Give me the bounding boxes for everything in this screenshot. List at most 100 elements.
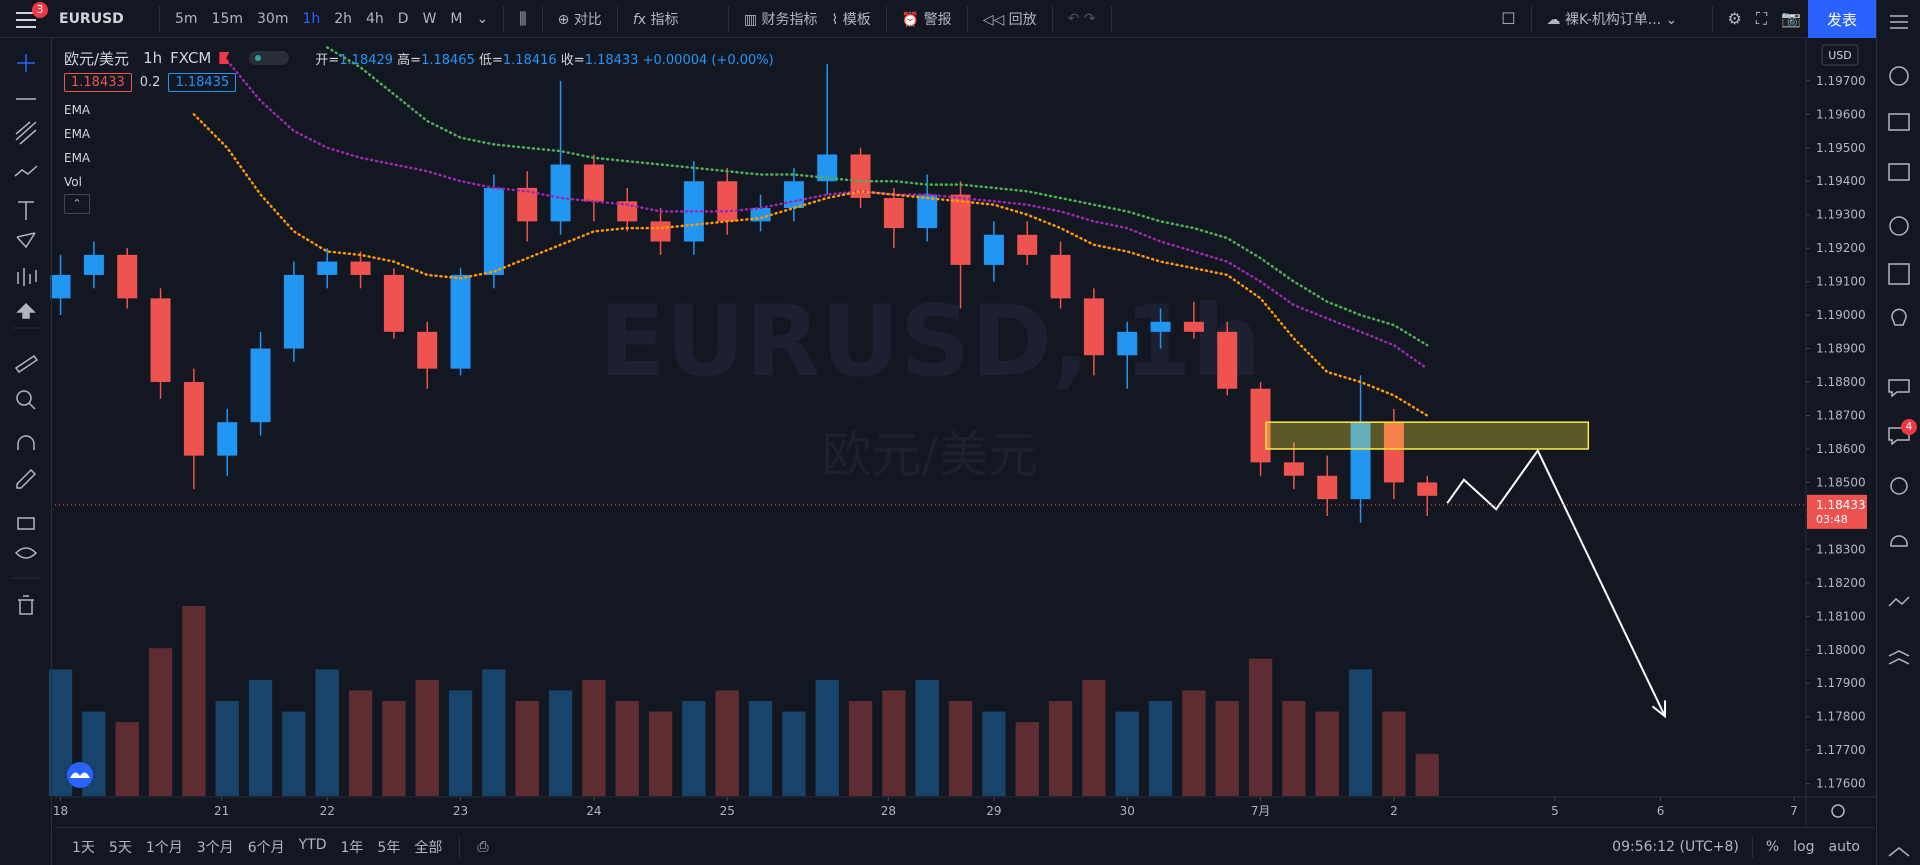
volume-bar [1148, 701, 1173, 796]
delete-tool[interactable] [18, 595, 34, 615]
chart-style[interactable]: ⫼ [519, 8, 527, 28]
bottom-toolbar: 1天 5天 1个月 3个月 6个月 YTD 1年 5年 全部 ⎙ 09:56:12 (UTC+8… [55, 827, 1875, 865]
chat-icon[interactable] [1888, 379, 1910, 398]
goto-date[interactable]: ⎙ [477, 838, 489, 855]
news-icon[interactable] [1888, 113, 1910, 131]
collapse-icon[interactable] [1888, 847, 1910, 857]
ask[interactable]: 1.18435 [168, 72, 237, 92]
interval-button[interactable]: D [397, 10, 409, 27]
price-tag [1807, 494, 1867, 529]
volume-indicator[interactable]: Vol [64, 175, 82, 189]
settings-icon[interactable] [1831, 804, 1845, 818]
lock-tool[interactable] [17, 517, 35, 530]
alert[interactable]: ⏰ 警报 [901, 11, 952, 28]
fib-tool[interactable] [15, 121, 37, 145]
range-button[interactable]: 1年 [340, 839, 364, 856]
range-button[interactable]: 3个月 [196, 839, 234, 856]
templates[interactable]: ⌇ 模板 [831, 11, 871, 28]
ema-indicator[interactable]: EMA [64, 127, 91, 141]
open-value: 1.18429 [339, 52, 394, 68]
y-tick-label: 1.19500 [1816, 141, 1866, 155]
interval-button[interactable]: 1h [302, 10, 321, 27]
notifications-icon[interactable] [1890, 535, 1908, 547]
replay[interactable]: ◁◁ 回放 [982, 11, 1037, 28]
sidebar-icons [1888, 15, 1910, 857]
range-button[interactable]: 全部 [414, 839, 443, 856]
range-button[interactable]: 5天 [108, 839, 132, 856]
ema-indicator[interactable]: EMA [64, 103, 91, 117]
volume-bar [915, 679, 939, 796]
candle-body [1217, 331, 1238, 389]
auto-toggle[interactable]: auto [1828, 838, 1860, 855]
interval-button[interactable]: M [450, 10, 463, 27]
y-tick-label: 1.17700 [1816, 743, 1866, 757]
publish-button[interactable]: 发表 [1808, 0, 1876, 38]
text-tool[interactable] [18, 201, 34, 220]
separator [1711, 5, 1713, 32]
collapse-legend[interactable]: ⌃ [64, 194, 90, 214]
interval-dropdown[interactable]: ⌄ [476, 10, 489, 27]
range-button[interactable]: 6个月 [247, 839, 285, 856]
undo[interactable]: ↶ ↷ [1067, 10, 1096, 27]
measure-tool[interactable] [17, 268, 37, 286]
plot: 1.17600 1.17700 1.17800 1.17900 1.18000 1.181… [48, 46, 1867, 818]
menu[interactable]: 3 [0, 0, 52, 38]
interval-button[interactable]: 4h [366, 10, 384, 27]
candle-body [783, 181, 804, 209]
hotlist-icon[interactable] [1889, 216, 1909, 236]
separator [1051, 5, 1053, 32]
separator [503, 5, 505, 32]
range-button[interactable]: 1个月 [145, 839, 183, 856]
ideas-icon[interactable] [1891, 308, 1907, 326]
layers-icon[interactable] [1888, 650, 1910, 665]
bid[interactable]: 1.18433 [64, 72, 132, 92]
clock[interactable]: 09:56:12 (UTC+8) [1612, 838, 1739, 855]
calendar-icon[interactable] [1888, 263, 1910, 285]
range-button[interactable]: YTD [298, 836, 327, 853]
ema-indicator[interactable]: EMA [64, 151, 91, 165]
data-window-icon[interactable] [1888, 163, 1910, 181]
alerts-icon[interactable] [1889, 66, 1909, 86]
zoom-tool[interactable] [16, 390, 32, 406]
range-button[interactable]: 1天 [72, 839, 95, 856]
settings[interactable]: ⚙ [1727, 9, 1742, 28]
interval-button[interactable]: 30m [257, 10, 289, 27]
compare[interactable]: ⊕ 对比 [557, 11, 602, 28]
projection-tool[interactable] [16, 232, 36, 249]
fullscreen[interactable]: ⛶ [1755, 8, 1768, 28]
candle-body [50, 274, 71, 299]
magnet-tool[interactable] [17, 435, 35, 450]
snapshot[interactable]: 📷 [1781, 9, 1801, 28]
visibility-tool[interactable] [14, 547, 38, 559]
fullscreen-toggle[interactable]: ☐ [1501, 9, 1516, 28]
range-button[interactable]: 5年 [377, 839, 401, 856]
interval-button[interactable]: 15m [211, 10, 243, 27]
trading-icon[interactable] [1888, 596, 1910, 607]
y-tick-label: 1.18800 [1816, 375, 1866, 389]
flag[interactable] [219, 52, 230, 64]
volume-bar [215, 701, 239, 796]
layout[interactable]: ☁ 裸K-机构订单... ⌄ [1546, 11, 1678, 28]
gear[interactable] [1831, 804, 1845, 818]
crosshair-tool[interactable] [17, 54, 35, 72]
interval-button[interactable]: 2h [334, 10, 353, 27]
candle-body [1050, 254, 1071, 299]
log-toggle[interactable]: log [1793, 838, 1815, 855]
support-icon[interactable] [1890, 477, 1908, 495]
percent-toggle[interactable]: % [1765, 838, 1780, 855]
watchlist-icon[interactable] [1890, 15, 1908, 29]
volume-bar [348, 690, 373, 796]
y-tick-label: 1.18200 [1816, 576, 1866, 590]
interval-button[interactable]: W [422, 10, 437, 27]
pattern-tool[interactable] [14, 165, 38, 177]
y-tick-label: 1.19700 [1816, 74, 1866, 88]
indicators[interactable]: fx 指标 [632, 11, 679, 28]
lock-draw-tool[interactable] [16, 468, 37, 489]
financials[interactable]: ▥ 财务指标 [743, 11, 818, 28]
market-status[interactable] [249, 51, 290, 65]
arrow-tool[interactable] [16, 302, 36, 319]
ruler-tool[interactable] [14, 354, 39, 374]
interval-button[interactable]: 5m [175, 10, 198, 27]
separator [1530, 5, 1532, 32]
symbol[interactable]: EURUSD [59, 10, 124, 27]
